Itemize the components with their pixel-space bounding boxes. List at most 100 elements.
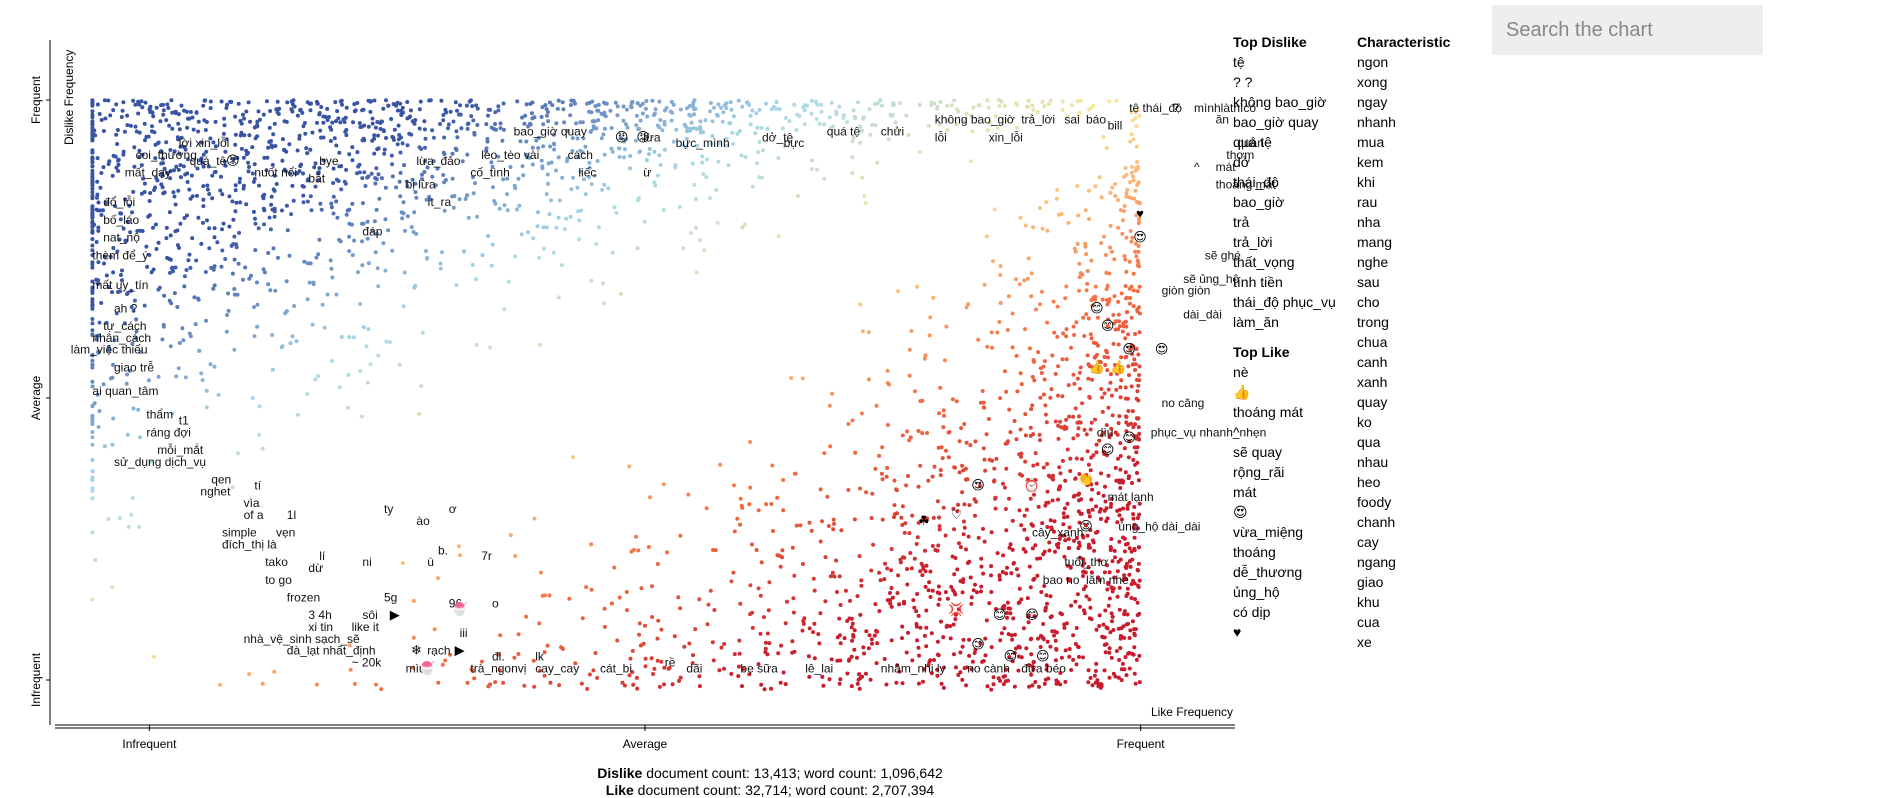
term-dot[interactable] [1104,506,1109,511]
term-dot[interactable] [544,225,549,230]
term-dot[interactable] [757,107,762,112]
term-dot[interactable] [1137,200,1142,205]
term-dot[interactable] [918,625,923,630]
term-dot[interactable] [1103,253,1108,257]
term-dot[interactable] [885,598,890,603]
term-dot[interactable] [1019,597,1024,602]
term-dot[interactable] [121,226,126,231]
term-dot[interactable] [969,159,973,164]
term-dot[interactable] [1135,516,1140,521]
term-dot[interactable] [432,627,437,632]
term-dot[interactable] [638,643,643,648]
term-dot[interactable] [540,105,545,110]
term-dot[interactable] [1039,590,1044,594]
term-dot[interactable] [450,194,455,199]
term-dot[interactable] [1124,172,1129,177]
term-dot[interactable] [910,513,915,518]
term-dot[interactable] [185,171,190,176]
term-label[interactable]: nhà_vệ_sinh sạch_sẽ [244,632,360,646]
term-dot[interactable] [102,444,107,449]
term-dot[interactable] [937,122,942,127]
term-dot[interactable] [577,218,582,223]
term-dot[interactable] [316,252,321,257]
term-dot[interactable] [1113,465,1118,470]
term-dot[interactable] [241,112,245,117]
term-dot[interactable] [90,365,95,370]
term-dot[interactable] [852,517,857,522]
term-dot[interactable] [1036,504,1041,509]
term-dot[interactable] [279,345,284,350]
term-dot[interactable] [1126,409,1131,413]
term-dot[interactable] [712,608,717,612]
term-dot[interactable] [148,459,153,464]
term-dot[interactable] [604,101,609,106]
term-dot[interactable] [562,120,567,125]
term-dot[interactable] [330,275,335,280]
term-dot[interactable] [133,124,138,129]
term-dot[interactable] [370,229,375,234]
term-dot[interactable] [181,338,186,343]
term-dot[interactable] [1129,170,1134,175]
term-dot[interactable] [1101,135,1106,139]
term-dot[interactable] [177,341,182,345]
term-dot[interactable] [285,100,290,105]
term-dot[interactable] [794,523,799,528]
characteristic-item[interactable]: trong [1357,314,1389,330]
term-dot[interactable] [130,495,135,500]
term-dot[interactable] [1014,437,1019,442]
term-dot[interactable] [900,523,905,527]
term-dot[interactable] [302,121,307,125]
term-dot[interactable] [596,102,601,107]
term-label[interactable]: đà_lạt nhất_định [287,644,376,658]
term-dot[interactable] [1004,528,1009,533]
term-dot[interactable] [177,127,182,132]
term-dot[interactable] [97,409,102,413]
term-dot[interactable] [838,641,843,646]
term-dot[interactable] [451,119,456,124]
term-dot[interactable] [233,188,238,193]
term-dot[interactable] [1010,547,1015,552]
term-dot[interactable] [251,179,256,184]
term-dot[interactable] [982,405,987,410]
term-dot[interactable] [938,385,943,390]
term-dot[interactable] [1137,305,1141,310]
term-dot[interactable] [95,192,100,197]
term-dot[interactable] [422,127,427,132]
term-dot[interactable] [814,117,819,121]
term-dot[interactable] [1025,536,1029,541]
term-dot[interactable] [334,177,339,182]
term-dot[interactable] [90,194,95,199]
term-dot[interactable] [719,645,724,650]
term-dot[interactable] [167,123,172,128]
term-dot[interactable] [176,167,181,172]
term-dot[interactable] [1104,348,1109,353]
term-dot[interactable] [420,330,425,335]
term-dot[interactable] [1085,281,1090,286]
term-dot[interactable] [1071,657,1076,662]
term-dot[interactable] [1094,450,1099,455]
term-dot[interactable] [915,284,920,289]
term-dot[interactable] [1078,511,1083,516]
term-dot[interactable] [179,135,184,140]
term-dot[interactable] [334,143,339,148]
term-dot[interactable] [1002,485,1007,490]
term-label[interactable]: lê_lai [805,661,833,675]
term-dot[interactable] [935,667,940,672]
term-dot[interactable] [328,125,333,130]
term-dot[interactable] [252,176,257,181]
term-dot[interactable] [1124,269,1129,274]
term-dot[interactable] [255,134,260,139]
term-dot[interactable] [1081,655,1085,660]
term-dot[interactable] [728,100,733,105]
term-dot[interactable] [325,118,330,123]
term-dot[interactable] [473,277,478,282]
characteristic-item[interactable]: khu [1357,594,1380,610]
term-dot[interactable] [991,675,996,680]
term-dot[interactable] [257,432,262,437]
term-dot[interactable] [372,219,377,224]
term-dot[interactable] [205,218,209,223]
term-dot[interactable] [151,225,155,230]
term-dot[interactable] [907,373,912,378]
emoji-term-mark[interactable]: 😊 [1004,649,1018,664]
